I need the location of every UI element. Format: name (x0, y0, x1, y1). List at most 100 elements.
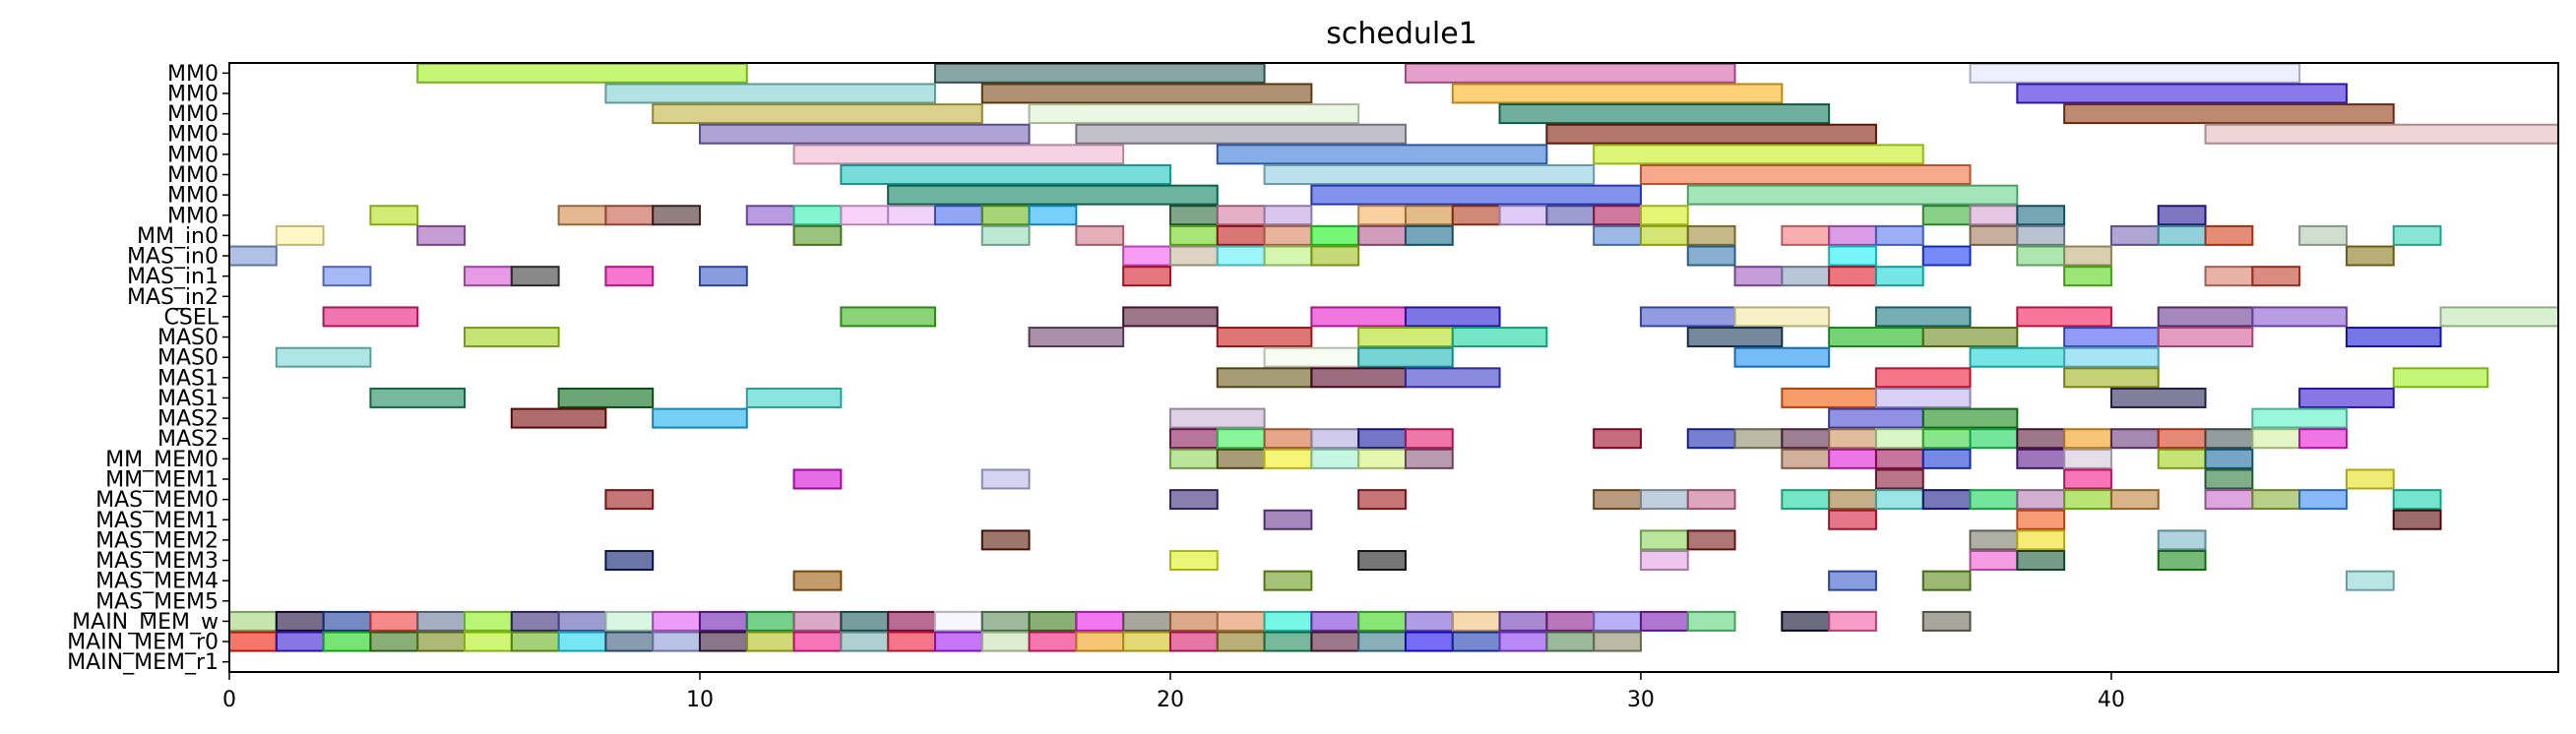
task-bar (1498, 631, 1548, 652)
task-bar (1874, 448, 1924, 469)
task-bar (1310, 224, 1360, 246)
task-bar (2016, 489, 2066, 511)
y-tick-labels: MM0MM0MM0MM0MM0MM0MM0MM0MM_in0MAS_in0MAS… (67, 62, 229, 675)
y-tick-label: MAIN_MEM_r1 (67, 650, 219, 675)
task-bar (1921, 570, 1972, 591)
x-tick-label: 40 (2098, 688, 2125, 712)
task-bar (792, 144, 1125, 165)
task-bar (1216, 448, 1266, 469)
task-bar (1404, 205, 1454, 226)
task-bar (1874, 489, 1924, 511)
task-bar (1263, 428, 1313, 450)
task-bar (1075, 224, 1125, 246)
task-bar (1498, 610, 1548, 632)
task-bar (1168, 205, 1219, 226)
task-bar (1168, 550, 1219, 572)
task-bar (1168, 489, 1219, 511)
task-bar (2345, 245, 2395, 267)
task-bar (1310, 448, 1360, 469)
task-bar (2063, 327, 2160, 348)
task-bar (1921, 327, 2019, 348)
task-bar (463, 610, 513, 632)
y-tick-label: MAS_MEM1 (95, 509, 219, 533)
task-bar (840, 306, 936, 328)
task-bar (933, 205, 983, 226)
task-bar (980, 468, 1031, 490)
task-bar (1122, 631, 1171, 652)
task-bar (745, 205, 795, 226)
task-bar (2392, 224, 2442, 246)
y-tick-label: MAS2 (157, 427, 219, 452)
task-bar (1216, 144, 1548, 165)
task-bar (1781, 428, 1831, 450)
task-bar (1216, 224, 1266, 246)
task-bar (2063, 346, 2160, 368)
task-bar (1733, 428, 1784, 450)
task-bar (2251, 306, 2348, 328)
task-bar (1781, 266, 1831, 287)
task-bar (2063, 489, 2112, 511)
task-bar (1168, 224, 1219, 246)
task-bar (698, 610, 748, 632)
task-bar (1028, 610, 1078, 632)
y-tick-label: MAS_in0 (127, 245, 219, 270)
task-bar (1686, 245, 1736, 267)
task-bar (2298, 489, 2348, 511)
task-bar (887, 184, 1219, 206)
task-bar (1921, 205, 1972, 226)
task-bar (2345, 570, 2395, 591)
task-bar (2063, 468, 2112, 490)
y-tick-label: MAS_MEM0 (95, 488, 219, 513)
task-bar (416, 62, 748, 84)
task-bar (1969, 489, 2019, 511)
task-bar (1593, 489, 1642, 511)
task-bar (1874, 306, 1972, 328)
task-bar (1263, 205, 1313, 226)
task-bar (1921, 407, 2019, 429)
task-bar (2109, 387, 2207, 408)
task-bar (604, 489, 655, 511)
task-bar (228, 610, 278, 632)
task-bar (1874, 266, 1924, 287)
task-bar (2063, 266, 2112, 287)
task-bar (1828, 224, 1877, 246)
task-bar (1921, 489, 1972, 511)
task-bar (1593, 224, 1642, 246)
y-tick-label: MAS0 (157, 326, 219, 350)
task-bar (745, 610, 795, 632)
task-bar (1451, 205, 1501, 226)
task-bar (1921, 428, 1972, 450)
y-tick-label: MAS0 (157, 346, 219, 371)
task-bar (1310, 184, 1642, 206)
x-tick-label: 0 (222, 688, 236, 712)
task-bar (1357, 346, 1454, 368)
task-bar (1781, 489, 1831, 511)
task-bar (604, 550, 655, 572)
task-bar (2204, 489, 2254, 511)
task-bar (1545, 205, 1596, 226)
task-bar (2157, 529, 2207, 551)
task-bar (1168, 448, 1219, 469)
task-bar (604, 205, 655, 226)
task-bar (2016, 224, 2066, 246)
y-tick-label: MM_in0 (137, 224, 219, 249)
y-tick-label: MM0 (167, 184, 219, 209)
task-bar (2204, 448, 2254, 469)
task-bar (1545, 123, 1877, 145)
task-bar (228, 245, 278, 267)
task-bar (2251, 407, 2348, 429)
task-bar (1357, 610, 1407, 632)
task-bar (275, 631, 325, 652)
task-bar (1357, 224, 1407, 246)
task-bar (1310, 306, 1407, 328)
task-bar (1263, 509, 1313, 530)
y-tick-label: MM0 (167, 143, 219, 167)
task-bar (1828, 570, 1877, 591)
task-bar (416, 610, 466, 632)
task-bar (1216, 610, 1266, 632)
task-bar (840, 610, 890, 632)
task-bar (1404, 306, 1501, 328)
y-tick-label: MAS2 (157, 407, 219, 432)
